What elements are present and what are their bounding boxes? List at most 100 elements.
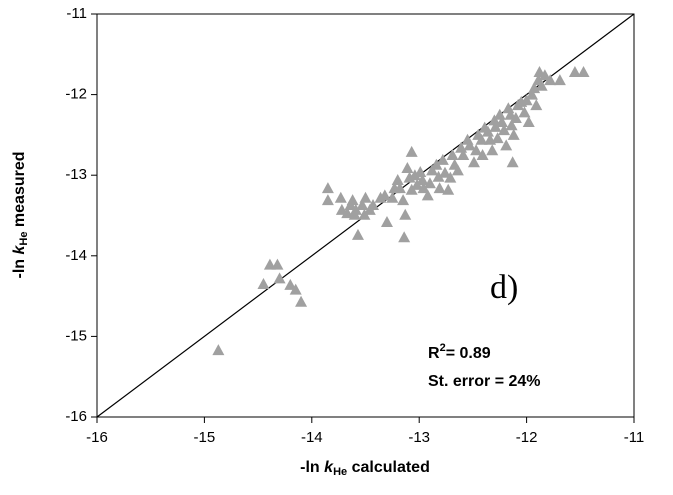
data-point — [533, 66, 546, 78]
data-point — [380, 215, 393, 227]
x-label-suffix: calculated — [352, 459, 430, 476]
data-point — [488, 114, 501, 126]
data-point — [442, 183, 455, 195]
data-point — [436, 153, 449, 165]
data-point — [538, 69, 551, 81]
data-point — [408, 169, 421, 181]
plot-frame — [96, 13, 635, 418]
data-point — [359, 191, 372, 203]
y-label-suffix: measured — [11, 151, 28, 227]
data-point — [476, 149, 489, 161]
data-point — [457, 149, 470, 161]
data-point — [263, 258, 276, 270]
data-point — [356, 199, 369, 211]
x-axis-label: -ln kHe calculated — [300, 459, 430, 479]
data-point — [257, 278, 270, 290]
x-tick-label: -15 — [194, 429, 216, 446]
data-point — [351, 228, 364, 240]
x-tick-label: -14 — [301, 429, 323, 446]
data-point — [489, 120, 502, 132]
data-point — [397, 194, 410, 206]
data-point — [416, 174, 429, 186]
data-point — [577, 66, 590, 78]
x-tick-label: -12 — [516, 429, 538, 446]
data-point — [321, 194, 334, 206]
data-point — [535, 79, 548, 91]
data-point — [463, 139, 476, 151]
data-point — [334, 191, 347, 203]
data-point — [486, 144, 499, 156]
data-point — [444, 171, 457, 183]
data-point — [491, 132, 504, 144]
data-point — [430, 158, 443, 170]
data-point — [500, 139, 513, 151]
x-label-symbol: k — [324, 459, 334, 476]
data-point — [212, 344, 225, 356]
data-point — [399, 208, 412, 220]
data-point — [393, 182, 406, 194]
data-point — [423, 177, 436, 189]
x-tick-label: -11 — [624, 429, 645, 446]
data-point — [414, 165, 427, 177]
error-annotation: St. error = 24% — [428, 373, 541, 390]
data-point — [446, 149, 459, 161]
data-point — [421, 189, 434, 201]
data-point — [520, 94, 533, 106]
data-point — [475, 133, 488, 145]
data-point — [525, 88, 538, 100]
data-point — [544, 74, 557, 86]
data-point — [346, 194, 359, 206]
data-point — [321, 182, 334, 194]
data-point — [530, 99, 543, 111]
data-point — [518, 106, 531, 118]
data-point — [502, 102, 515, 114]
r2-value: = 0.89 — [446, 345, 491, 362]
data-point — [426, 164, 439, 176]
data-point — [295, 295, 308, 307]
data-point — [417, 182, 430, 194]
data-point — [495, 116, 508, 128]
y-tick-label: -11 — [66, 5, 87, 22]
data-point — [433, 182, 446, 194]
panel-label: d) — [490, 269, 518, 306]
data-point — [341, 207, 354, 219]
x-tick-label: -16 — [86, 429, 108, 446]
y-axis-label: -ln kHe measured — [11, 151, 31, 278]
data-point — [505, 119, 518, 131]
data-point — [470, 144, 483, 156]
data-point — [284, 278, 297, 290]
x-label-prefix: -ln — [300, 459, 320, 476]
data-point — [507, 128, 520, 140]
data-point — [401, 161, 414, 173]
data-point — [509, 111, 522, 123]
x-label-subscript: He — [333, 466, 347, 478]
data-point — [493, 108, 506, 120]
data-point — [386, 191, 399, 203]
data-point — [378, 189, 391, 201]
y-label-prefix: -ln — [11, 259, 28, 279]
x-tick-label: -13 — [408, 429, 430, 446]
data-point — [506, 156, 519, 168]
data-point — [553, 74, 566, 86]
data-point — [405, 145, 418, 157]
data-point — [271, 258, 284, 270]
y-tick-label: -12 — [65, 86, 87, 103]
data-point — [432, 170, 445, 182]
y-tick-label: -13 — [65, 166, 87, 183]
r2-symbol: R — [428, 345, 440, 362]
y-label-symbol: k — [11, 245, 28, 255]
y-tick-label: -14 — [65, 247, 87, 264]
y-label-subscript: He — [18, 232, 30, 246]
data-point — [481, 125, 494, 137]
data-point — [568, 66, 581, 78]
data-point — [348, 208, 361, 220]
r2-annotation: R2= 0.89 — [428, 342, 491, 362]
y-tick-label: -16 — [65, 408, 87, 425]
data-point — [498, 124, 511, 136]
data-point — [398, 231, 411, 243]
r2-superscript: 2 — [440, 342, 446, 354]
data-point — [367, 199, 380, 211]
y-tick-label: -15 — [65, 327, 87, 344]
